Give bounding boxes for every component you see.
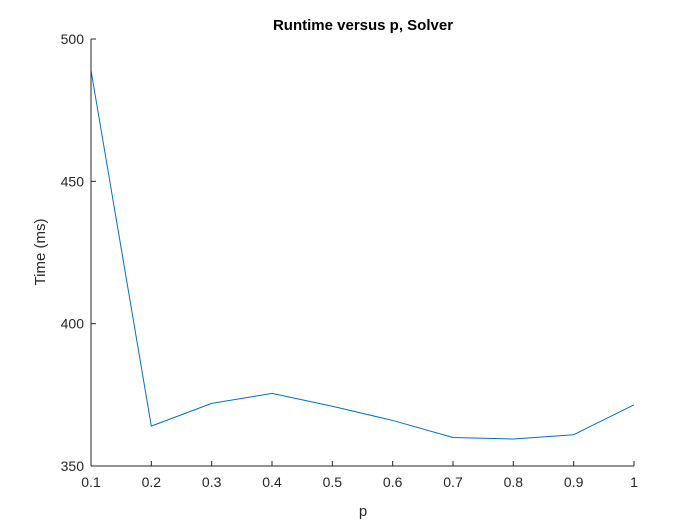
plot-area: [90, 70, 635, 440]
axes: 0.1 0.2 0.3 0.4 0.5 0.6 0.7 0.8 0.9 1 350 400 450 500: [61, 31, 638, 490]
y-tick-label: 450: [61, 173, 85, 189]
y-tick-label: 400: [61, 316, 85, 332]
x-tick-label: 0.8: [504, 474, 524, 490]
x-axis-title: p: [359, 503, 367, 520]
y-tick-label: 500: [61, 31, 85, 47]
x-tick-label: 0.1: [81, 474, 101, 490]
y-tick-label: 350: [61, 458, 85, 474]
x-tick-label: 1: [630, 474, 638, 490]
x-tick-label: 0.5: [323, 474, 343, 490]
x-tick-label: 0.3: [202, 474, 222, 490]
x-tick-label: 0.6: [383, 474, 403, 490]
x-tick-label: 0.9: [564, 474, 584, 490]
y-axis-title: Time (ms): [32, 219, 49, 286]
x-tick-label: 0.4: [262, 474, 282, 490]
x-tick-label: 0.2: [142, 474, 162, 490]
chart-title: Runtime versus p, Solver: [273, 17, 453, 34]
x-tick-label: 0.7: [443, 474, 463, 490]
series-line: [90, 70, 635, 440]
